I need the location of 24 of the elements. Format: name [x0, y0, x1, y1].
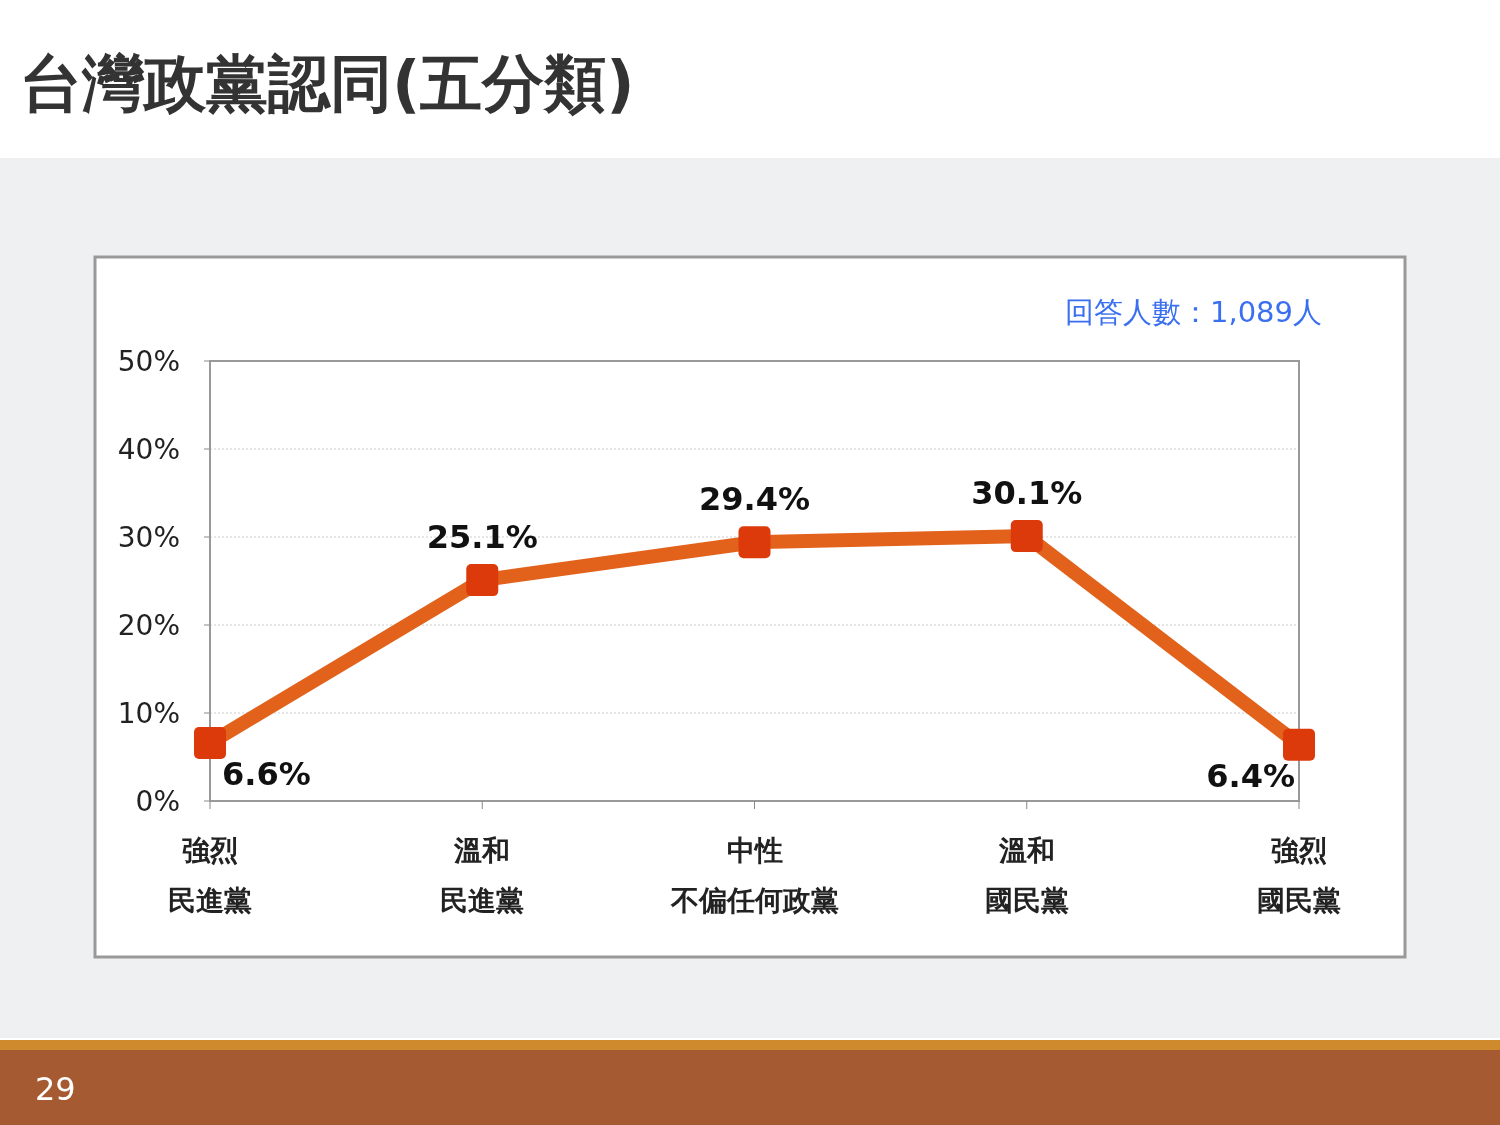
y-tick-label: 0% — [135, 785, 180, 818]
point — [466, 564, 499, 597]
y-tick-label: 30% — [117, 521, 180, 554]
point — [738, 526, 771, 559]
chart-title: 台灣政黨認同(五分類) — [20, 47, 635, 120]
x-tick-label: 中性不偏任何政黨 — [669, 834, 839, 917]
y-tick-label: 40% — [117, 433, 180, 466]
x-tick-label: 溫和國民黨 — [984, 834, 1069, 917]
text: 25.1% — [426, 518, 538, 557]
y-tick-label: 10% — [117, 697, 180, 730]
x-tick-label: 強烈民進黨 — [168, 834, 252, 917]
y-tick-label: 50% — [117, 345, 180, 378]
text: 29 — [35, 1070, 76, 1108]
text: 6.4% — [1206, 756, 1295, 795]
text: 回答人數：1,089人 — [1064, 295, 1322, 329]
x-tick-label: 強烈國民黨 — [1257, 834, 1341, 917]
text: 6.6% — [222, 754, 311, 793]
point — [1283, 728, 1315, 761]
text: 29.4% — [698, 480, 811, 519]
x-tick-label: 溫和民進黨 — [440, 834, 525, 917]
point — [1010, 520, 1043, 553]
text: 30.1% — [971, 474, 1083, 513]
y-tick-label: 20% — [117, 609, 180, 642]
point — [194, 726, 226, 759]
